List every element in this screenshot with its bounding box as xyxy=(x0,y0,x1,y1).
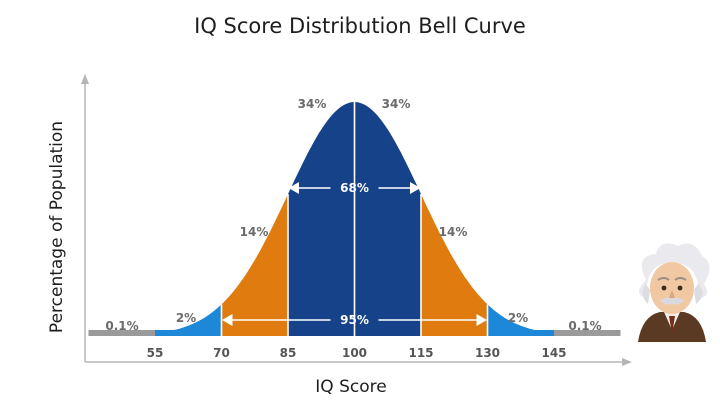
x-tick-label: 145 xyxy=(541,346,566,360)
x-tick-label: 70 xyxy=(213,346,230,360)
segment-percent-label: 2% xyxy=(508,311,528,325)
segment-percent-label: 0.1% xyxy=(568,319,601,333)
y-axis-arrow-icon xyxy=(81,74,89,84)
range-percent-label: 68% xyxy=(340,181,369,195)
x-tick-label: 100 xyxy=(342,346,367,360)
segment-area xyxy=(288,102,355,336)
segment-area xyxy=(421,194,488,336)
segment-area xyxy=(88,330,155,336)
chart-title: IQ Score Distribution Bell Curve xyxy=(194,14,526,38)
segment-area xyxy=(221,194,288,336)
segment-area xyxy=(354,102,421,336)
segment-percent-label: 14% xyxy=(240,225,269,239)
segment-percent-label: 14% xyxy=(439,225,468,239)
segment-area xyxy=(554,330,621,336)
einstein-avatar-icon xyxy=(638,243,710,342)
x-tick-label: 130 xyxy=(475,346,500,360)
segment-area xyxy=(487,304,554,336)
y-axis-label: Percentage of Population xyxy=(47,121,67,333)
segment-percent-label: 0.1% xyxy=(105,319,138,333)
range-percent-label: 95% xyxy=(340,313,369,327)
segment-percent-label: 34% xyxy=(382,97,411,111)
segment-percent-label: 34% xyxy=(298,97,327,111)
x-tick-label: 55 xyxy=(147,346,164,360)
x-tick-label: 115 xyxy=(408,346,433,360)
segment-area xyxy=(155,304,222,336)
x-axis-arrow-icon xyxy=(622,358,632,366)
x-tick-label: 85 xyxy=(280,346,297,360)
x-axis-label: IQ Score xyxy=(315,377,386,397)
segment-percent-label: 2% xyxy=(176,311,196,325)
